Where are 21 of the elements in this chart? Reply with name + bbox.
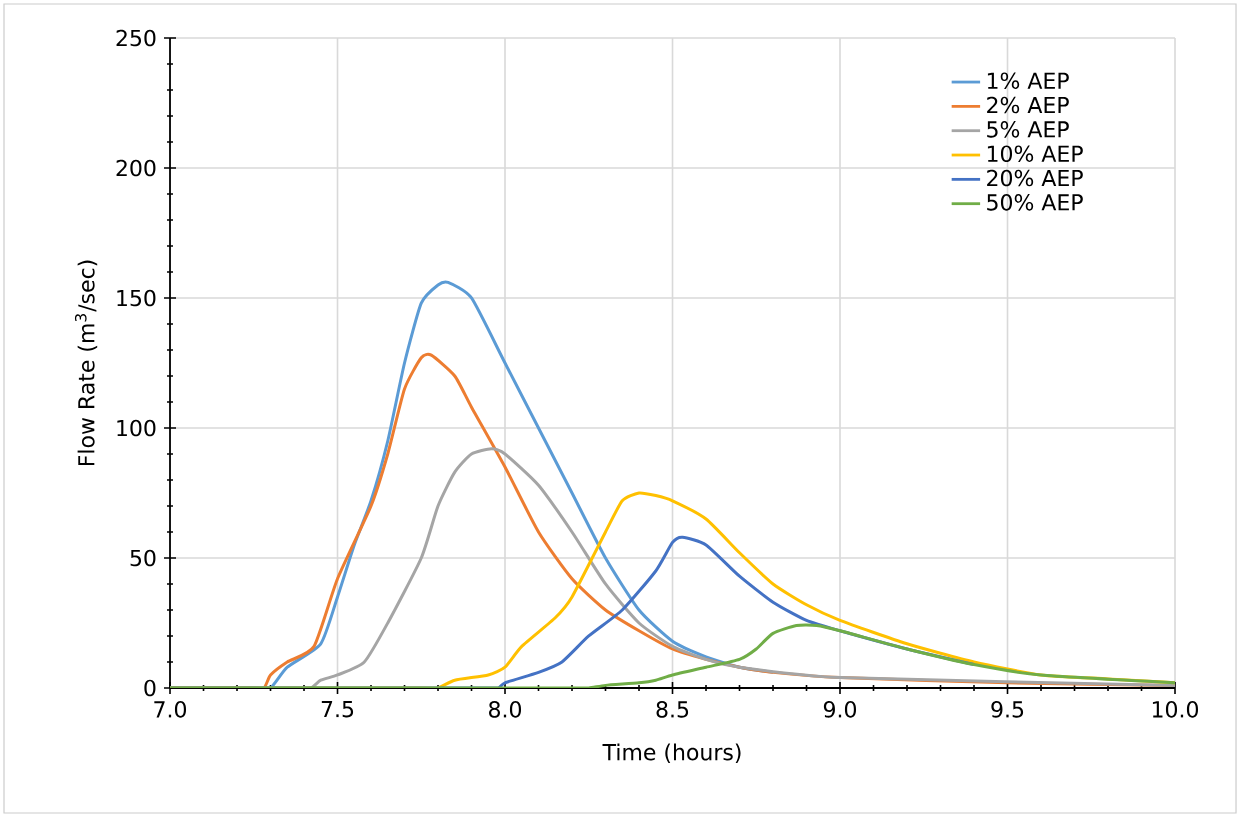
y-axis-title: Flow Rate (m$^{3}$/sec) — [74, 260, 98, 466]
legend-label: 5% AEP — [987, 121, 1069, 138]
y-tick-label: 50 — [130, 549, 156, 567]
y-tick-label: 250 — [116, 29, 156, 47]
y-tick-label: 100 — [117, 419, 156, 437]
x-tick-label: 7.0 — [154, 701, 187, 718]
x-axis-title: Time (hours) — [602, 743, 741, 764]
y-tick-label: 150 — [117, 289, 156, 307]
x-tick-label: 10.0 — [1152, 701, 1199, 718]
legend-label: 20% AEP — [987, 169, 1083, 187]
legend-label: 1% AEP — [987, 72, 1069, 90]
legend-label: 50% AEP — [987, 194, 1083, 211]
legend-label: 10% AEP — [987, 145, 1083, 163]
x-tick-label: 9.5 — [991, 701, 1024, 718]
legend-label: 2% AEP — [987, 96, 1069, 114]
x-tick-label: 8.0 — [489, 701, 522, 718]
x-tick-label: 8.5 — [656, 701, 689, 718]
x-tick-label: 9.0 — [823, 701, 857, 718]
y-tick-label: 0 — [144, 679, 156, 697]
y-tick-label: 200 — [116, 159, 156, 177]
x-tick-label: 7.5 — [321, 701, 354, 718]
